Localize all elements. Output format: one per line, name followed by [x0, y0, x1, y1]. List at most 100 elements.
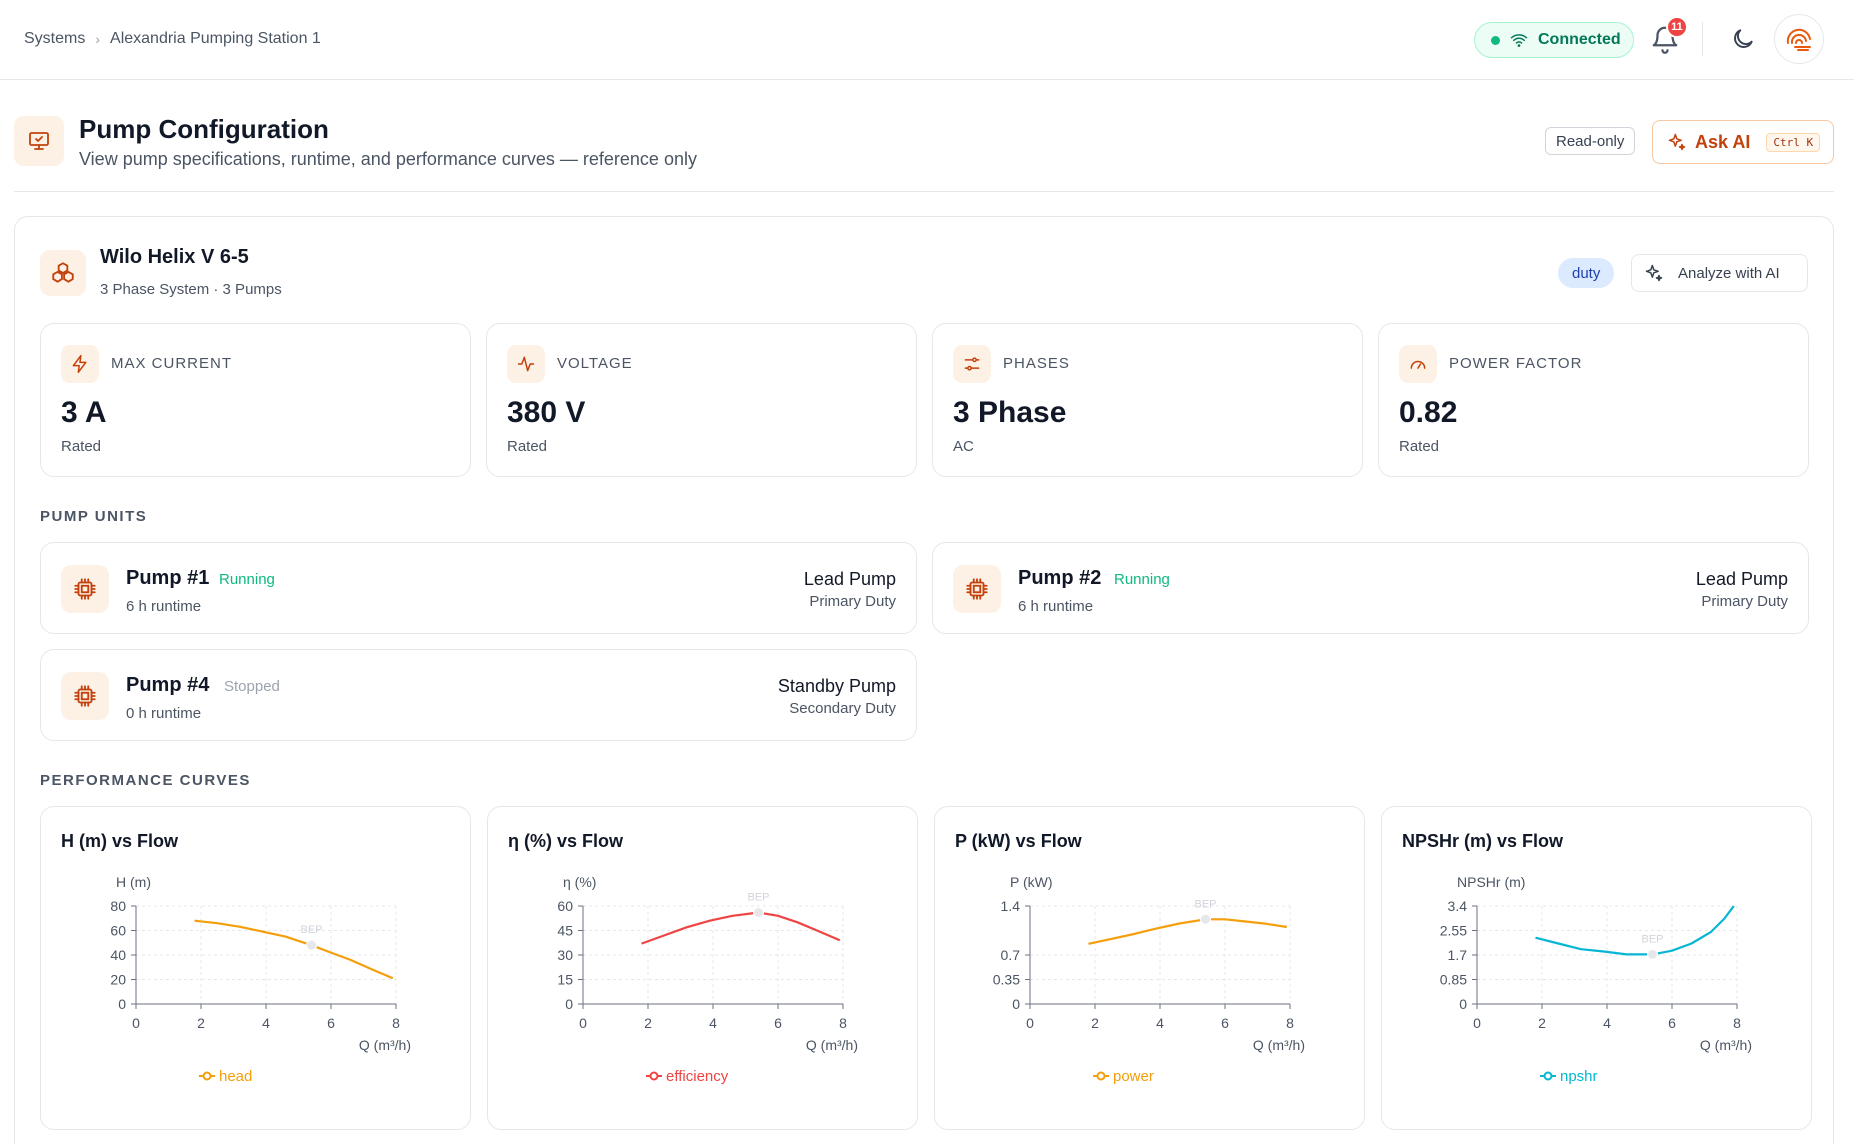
pump-card-2[interactable]: Pump #2 Running 6 h runtime Lead Pump Pr… [932, 542, 1809, 634]
ask-ai-button[interactable]: Ask AI Ctrl K [1652, 120, 1834, 164]
metric-label: MAX CURRENT [111, 355, 233, 372]
power-chart: 0 0.35 0.7 1.4 0 2 4 6 8 P (kW) Q (m³/h) BEP power [993, 874, 1305, 1085]
metric-value: 0.82 [1399, 396, 1458, 429]
metric-card-voltage: VOLTAGE 380 V Rated [486, 323, 917, 477]
x-tick-label: 4 [262, 1015, 270, 1031]
pump-duty: Primary Duty [809, 593, 896, 610]
y-tick-label: 0 [1012, 996, 1020, 1012]
y-tick-label: 80 [110, 898, 126, 914]
y-tick-label: 20 [110, 972, 126, 988]
breadcrumb: Systems › Alexandria Pumping Station 1 [24, 30, 321, 48]
legend-label: npshr [1560, 1068, 1598, 1085]
y-tick-label: 30 [557, 947, 573, 963]
metric-label: POWER FACTOR [1449, 355, 1583, 372]
x-axis-label: Q (m³/h) [1253, 1037, 1305, 1053]
legend-label: power [1113, 1068, 1154, 1085]
x-tick-label: 4 [1603, 1015, 1611, 1031]
y-tick-label: 0.7 [1001, 947, 1021, 963]
legend-marker [1543, 1071, 1553, 1081]
page-subtitle: View pump specifications, runtime, and p… [79, 149, 697, 169]
pump-runtime: 0 h runtime [126, 705, 202, 722]
duty-badge: duty [1558, 258, 1615, 288]
notifications-button[interactable] [1650, 24, 1684, 58]
x-axis-label: Q (m³/h) [1700, 1037, 1752, 1053]
chart-card-power: P (kW) vs Flow 0 0.35 0.7 1.4 0 2 4 6 8 P (kW) Q (… [934, 806, 1365, 1130]
section-label-performance-curves: PERFORMANCE CURVES [40, 772, 251, 789]
analyze-with-ai-button[interactable]: Analyze with AI [1631, 254, 1808, 292]
pump-card-1[interactable]: Pump #1 Running 6 h runtime Lead Pump Pr… [40, 542, 917, 634]
y-tick-label: 2.55 [1440, 923, 1467, 939]
connection-status-badge: Connected [1474, 22, 1634, 58]
pump-card-4[interactable]: Pump #4 Stopped 0 h runtime Standby Pump… [40, 649, 917, 741]
chart-card-head: H (m) vs Flow 0 20 40 60 80 0 2 4 6 8 H (m) Q (m³/h… [40, 806, 471, 1130]
metric-label: VOLTAGE [557, 355, 633, 372]
moon-icon [1734, 29, 1753, 48]
system-subtitle: 3 Phase System · 3 Pumps [100, 281, 282, 298]
metric-sub: Rated [61, 438, 102, 455]
x-tick-label: 0 [579, 1015, 587, 1031]
metric-sub: AC [953, 438, 974, 455]
x-tick-label: 0 [132, 1015, 140, 1031]
connection-label: Connected [1538, 31, 1621, 48]
chip-icon [953, 565, 1001, 613]
pump-runtime: 6 h runtime [1018, 598, 1094, 615]
x-tick-label: 6 [327, 1015, 335, 1031]
chevron-right-icon: › [95, 31, 101, 47]
x-tick-label: 2 [1538, 1015, 1546, 1031]
x-tick-label: 6 [1668, 1015, 1676, 1031]
legend-marker [202, 1071, 212, 1081]
x-tick-label: 2 [644, 1015, 652, 1031]
pulse-icon [507, 345, 545, 383]
avatar[interactable] [1774, 14, 1824, 64]
company-logo-icon [1786, 28, 1811, 51]
pump-name: Pump #4 [126, 674, 210, 696]
cubes-icon [40, 250, 86, 296]
pump-runtime: 6 h runtime [126, 598, 202, 615]
breadcrumb-station[interactable]: Alexandria Pumping Station 1 [110, 30, 321, 47]
legend-marker [649, 1071, 659, 1081]
y-tick-label: 60 [557, 898, 573, 914]
chart-title: P (kW) vs Flow [955, 831, 1082, 851]
bep-point [1647, 948, 1658, 960]
x-axis-label: Q (m³/h) [359, 1037, 411, 1053]
sparkles-icon [1668, 133, 1686, 151]
metric-card-phases: PHASES 3 Phase AC [932, 323, 1363, 477]
pump-role: Standby Pump [777, 676, 896, 696]
analyze-label: Analyze with AI [1678, 264, 1780, 282]
pump-role: Lead Pump [803, 569, 896, 589]
bell-icon [1652, 26, 1678, 54]
x-tick-label: 2 [1091, 1015, 1099, 1031]
pump-role: Lead Pump [1695, 569, 1788, 589]
lightning-icon [61, 345, 99, 383]
pump-status: Stopped [224, 678, 280, 695]
x-tick-label: 6 [774, 1015, 782, 1031]
bep-label: BEP [300, 924, 322, 936]
y-tick-label: 0 [565, 996, 573, 1012]
ask-ai-label: Ask AI [1695, 131, 1751, 152]
legend-marker [1096, 1071, 1106, 1081]
read-only-badge: Read-only [1545, 127, 1636, 155]
pump-status: Running [219, 571, 275, 588]
breadcrumb-systems[interactable]: Systems [24, 30, 86, 47]
y-tick-label: 60 [110, 923, 126, 939]
y-axis-label: H (m) [116, 874, 151, 890]
y-tick-label: 0.85 [1440, 972, 1467, 988]
y-axis-label: η (%) [563, 874, 596, 890]
sparkles-icon [1645, 264, 1663, 282]
metric-value: 3 A [61, 396, 107, 429]
monitor-icon [14, 116, 64, 166]
chart-title: η (%) vs Flow [508, 831, 624, 851]
legend-label: head [219, 1068, 252, 1085]
pump-duty: Secondary Duty [789, 700, 896, 717]
x-tick-label: 0 [1473, 1015, 1481, 1031]
chart-card-npshr: NPSHr (m) vs Flow 0 0.85 1.7 2.55 3.4 0 2 4 6 8 NP… [1381, 806, 1812, 1130]
theme-toggle-button[interactable] [1730, 26, 1758, 54]
series-line-head [194, 919, 394, 980]
chip-icon [61, 565, 109, 613]
x-tick-label: 8 [1286, 1015, 1294, 1031]
x-tick-label: 8 [839, 1015, 847, 1031]
x-axis-label: Q (m³/h) [806, 1037, 858, 1053]
sliders-icon [953, 345, 991, 383]
x-tick-label: 6 [1221, 1015, 1229, 1031]
page-title: Pump Configuration [79, 114, 329, 144]
